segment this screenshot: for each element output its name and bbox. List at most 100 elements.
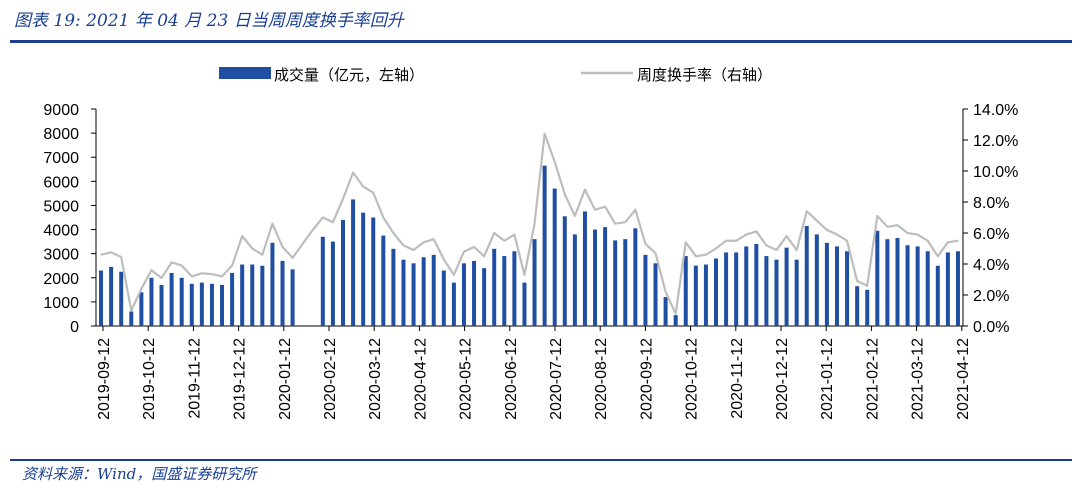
x-tick-label: 2020-06-12 <box>503 338 520 420</box>
volume-bar <box>431 254 436 326</box>
volume-bar <box>582 211 587 326</box>
volume-bar <box>119 271 124 326</box>
volume-bar <box>230 272 235 326</box>
turnover-point <box>705 254 707 256</box>
y-left-tick-label: 1000 <box>43 295 79 312</box>
volume-bar <box>290 269 295 326</box>
legend-bar-label: 成交量（亿元，左轴） <box>274 66 424 84</box>
volume-bar <box>905 245 910 326</box>
turnover-point <box>181 264 183 267</box>
x-tick-label: 2020-01-12 <box>277 338 294 420</box>
volume-bar <box>199 282 204 326</box>
turnover-point <box>120 256 122 258</box>
turnover-point <box>523 274 526 276</box>
turnover-point <box>584 189 586 191</box>
y-left-tick-label: 4000 <box>43 223 79 240</box>
turnover-point <box>302 243 304 245</box>
volume-bar <box>814 234 819 326</box>
volume-bar <box>159 285 164 326</box>
legend: 成交量（亿元，左轴） 周度换手率（右轴） <box>219 66 772 84</box>
turnover-point <box>362 185 364 188</box>
y-left-tick-label: 6000 <box>43 174 79 191</box>
y-left-tick-label: 2000 <box>43 271 79 288</box>
volume-bar <box>109 266 114 326</box>
volume-bar <box>572 234 577 326</box>
volume-bar <box>724 252 729 326</box>
volume-bar <box>250 264 255 326</box>
volume-bar <box>351 199 356 326</box>
turnover-point <box>947 241 949 243</box>
x-tick-label: 2019-10-12 <box>141 338 158 420</box>
volume-bar <box>552 188 557 326</box>
x-tick-label: 2019-12-12 <box>232 338 249 420</box>
x-tick-label: 2020-11-12 <box>729 338 746 419</box>
volume-bar <box>663 297 668 326</box>
volume-bar <box>391 248 396 326</box>
turnover-point <box>281 246 284 248</box>
turnover-point <box>937 255 939 257</box>
volume-bar <box>774 259 779 326</box>
volume-bar <box>744 246 749 326</box>
x-tick-label: 2021-03-12 <box>910 338 927 420</box>
turnover-point <box>816 220 818 222</box>
volume-bar <box>482 268 487 326</box>
x-tick-label: 2021-04-12 <box>955 338 972 420</box>
x-tick-label: 2020-03-12 <box>367 338 384 420</box>
volume-bar <box>673 315 678 326</box>
volume-bar <box>703 264 708 326</box>
volume-bar <box>441 270 446 326</box>
turnover-point <box>201 272 203 274</box>
volume-bar <box>492 248 497 326</box>
volume-bar <box>925 251 930 326</box>
volume-bar <box>99 270 104 326</box>
turnover-point <box>261 254 263 256</box>
turnover-point <box>533 223 536 225</box>
x-tick-label: 2021-02-12 <box>864 338 881 420</box>
volume-bar <box>522 282 527 326</box>
turnover-point <box>231 264 233 267</box>
turnover-point <box>453 274 455 276</box>
x-tick-label: 2020-08-12 <box>593 338 610 420</box>
volume-bar <box>693 265 698 326</box>
volume-bar <box>220 285 225 326</box>
volume-bar <box>945 252 950 326</box>
x-tick-label: 2020-02-12 <box>322 338 339 420</box>
turnover-point <box>675 313 677 315</box>
volume-bar <box>381 235 386 326</box>
volume-bar <box>139 292 144 326</box>
volume-bar <box>754 244 759 326</box>
volume-bar <box>865 289 870 326</box>
volume-bar <box>593 229 598 326</box>
volume-bar <box>209 283 214 326</box>
turnover-point <box>856 280 858 282</box>
volume-bar <box>855 286 860 326</box>
turnover-point <box>624 221 626 223</box>
y-right-tick-label: 0.0% <box>973 319 1009 336</box>
volume-bar <box>845 251 850 326</box>
turnover-point <box>917 233 919 236</box>
volume-bar <box>734 252 739 326</box>
y-left-tick-label: 0 <box>70 319 79 336</box>
legend-bar-swatch <box>219 67 271 79</box>
turnover-point <box>352 171 354 174</box>
chart: 成交量（亿元，左轴） 周度换手率（右轴） 0 1000 2000 3000 4000 50… <box>43 66 1018 420</box>
y-right-tick-label: 4.0% <box>973 257 1009 274</box>
volume-bar <box>371 217 376 326</box>
legend-line-label: 周度换手率（右轴） <box>637 66 772 84</box>
turnover-point <box>392 232 394 234</box>
turnover-point <box>775 249 778 251</box>
turnover-point <box>332 221 334 223</box>
volume-bar <box>915 246 920 326</box>
turnover-point <box>382 216 384 219</box>
x-tick-label: 2020-07-12 <box>548 338 565 420</box>
volume-bar <box>542 165 547 326</box>
volume-bar <box>613 240 618 326</box>
x-tick-label: 2019-11-12 <box>186 338 203 419</box>
y-left-tick-label: 5000 <box>43 198 79 215</box>
volume-bar <box>804 225 809 326</box>
volume-bar <box>401 259 406 326</box>
turnover-point <box>725 240 727 242</box>
turnover-point <box>594 209 596 211</box>
y-left-tick-label: 8000 <box>43 126 79 143</box>
turnover-point <box>463 251 465 253</box>
